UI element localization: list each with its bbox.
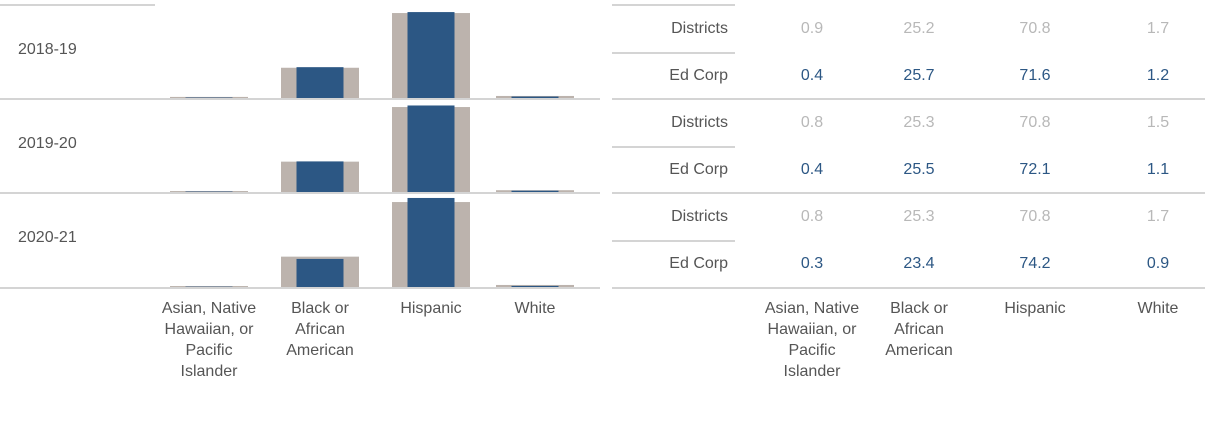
value-label: 1.7: [1146, 20, 1170, 37]
value-label: 71.6: [1019, 67, 1051, 84]
x-tick-label: Hispanic: [400, 300, 462, 317]
value-label: 70.8: [1019, 208, 1051, 225]
value-label: 0.8: [800, 114, 824, 131]
value-label: 1.5: [1146, 114, 1170, 131]
value-label: 0.9: [1146, 255, 1170, 272]
value-label: 23.4: [903, 255, 935, 272]
row-label: Ed Corp: [669, 67, 728, 84]
bar: [170, 191, 248, 192]
bar: [511, 285, 559, 287]
bar: [296, 258, 344, 287]
value-label: 25.3: [903, 208, 935, 225]
value-label: 0.8: [800, 208, 824, 225]
value-label: 0.3: [800, 255, 824, 272]
column-label: Hispanic: [1004, 300, 1066, 317]
value-label: 25.5: [903, 161, 935, 178]
row-label: Ed Corp: [669, 161, 728, 178]
bar: [407, 197, 455, 287]
bar: [170, 96, 248, 98]
x-tick-label: Asian, Native Hawaiian, or Pacific Islan…: [161, 300, 257, 380]
value-label: 70.8: [1019, 114, 1051, 131]
panel-title: 2018-19: [18, 41, 77, 58]
x-tick-label: White: [514, 300, 556, 317]
value-label: 0.9: [800, 20, 824, 37]
row-label: Districts: [671, 20, 728, 37]
value-label: 25.2: [903, 20, 935, 37]
value-label: 25.7: [903, 67, 935, 84]
column-label: White: [1137, 300, 1179, 317]
bar: [511, 190, 559, 192]
panel-title: 2020-21: [18, 229, 77, 246]
bar: [511, 96, 559, 98]
value-label: 74.2: [1019, 255, 1051, 272]
value-label: 1.2: [1146, 67, 1170, 84]
value-label: 0.4: [800, 161, 824, 178]
row-label: Districts: [671, 208, 728, 225]
bar: [407, 12, 455, 98]
column-label: Asian, Native Hawaiian, or Pacific Islan…: [764, 300, 860, 380]
bar: [296, 161, 344, 192]
value-label: 70.8: [1019, 20, 1051, 37]
value-label: 1.1: [1146, 161, 1170, 178]
value-label: 72.1: [1019, 161, 1051, 178]
value-label: 25.3: [903, 114, 935, 131]
value-label: 1.7: [1146, 208, 1170, 225]
bar: [296, 67, 344, 98]
row-label: Districts: [671, 114, 728, 131]
x-tick-label: Black or African American: [286, 300, 354, 359]
column-label: Black or African American: [885, 300, 953, 359]
bar: [407, 105, 455, 192]
bar: [170, 286, 248, 287]
row-label: Ed Corp: [669, 255, 728, 272]
panel-title: 2019-20: [18, 135, 77, 152]
value-label: 0.4: [800, 67, 824, 84]
